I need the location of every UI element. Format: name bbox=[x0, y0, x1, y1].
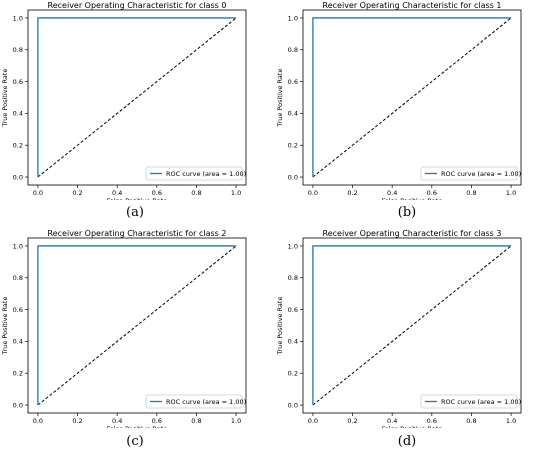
chart-title: Receiver Operating Characteristic for cl… bbox=[323, 1, 502, 10]
x-tick-label: 0.4 bbox=[112, 417, 122, 425]
legend-label: ROC curve (area = 1.00) bbox=[166, 398, 246, 406]
legend: ROC curve (area = 1.00) bbox=[420, 394, 521, 409]
roc-chart-class-2: Receiver Operating Characteristic for cl… bbox=[1, 229, 247, 428]
legend-box bbox=[420, 166, 518, 181]
diagonal-reference-line bbox=[312, 245, 512, 406]
y-tick-label: 0.6 bbox=[13, 306, 23, 314]
roc-chart-class-1: Receiver Operating Characteristic for cl… bbox=[276, 1, 522, 200]
x-tick-label: 0.0 bbox=[308, 417, 318, 425]
x-tick-label: 0.0 bbox=[308, 189, 318, 197]
x-tick-label: 0.8 bbox=[466, 417, 476, 425]
legend-label: ROC curve (area = 1.00) bbox=[441, 398, 521, 406]
x-tick-label: 0.2 bbox=[72, 417, 82, 425]
x-tick-label: 0.4 bbox=[387, 417, 397, 425]
legend-box bbox=[145, 166, 243, 181]
y-axis-label: True Positive Rate bbox=[1, 69, 9, 128]
y-tick-label: 0.2 bbox=[13, 370, 23, 378]
x-tick-label: 1.0 bbox=[231, 189, 241, 197]
x-tick-label: 0.8 bbox=[466, 189, 476, 197]
panel-caption-d: (d) bbox=[397, 434, 417, 449]
y-tick-label: 0.8 bbox=[13, 46, 23, 54]
y-axis-label: True Positive Rate bbox=[276, 69, 284, 128]
y-tick-label: 0.4 bbox=[288, 338, 298, 346]
legend-label: ROC curve (area = 1.00) bbox=[441, 170, 521, 178]
y-tick-label: 0.6 bbox=[288, 306, 298, 314]
x-tick-label: 0.6 bbox=[427, 417, 437, 425]
x-tick-label: 0.2 bbox=[347, 189, 357, 197]
axes-frame bbox=[27, 237, 247, 414]
chart-title: Receiver Operating Characteristic for cl… bbox=[48, 1, 227, 10]
x-tick-label: 0.2 bbox=[347, 417, 357, 425]
x-axis-label: False Positive Rate bbox=[382, 425, 442, 428]
x-tick-label: 0.6 bbox=[152, 189, 162, 197]
panel-caption-c: (c) bbox=[126, 434, 144, 449]
x-tick-label: 0.4 bbox=[387, 189, 397, 197]
roc-curve-line bbox=[312, 17, 512, 178]
axes-frame bbox=[302, 9, 522, 186]
y-tick-label: 1.0 bbox=[13, 242, 23, 250]
x-axis-label: False Positive Rate bbox=[107, 197, 167, 200]
roc-curve-line bbox=[37, 17, 237, 178]
x-tick-label: 0.6 bbox=[427, 189, 437, 197]
axes-frame bbox=[27, 9, 247, 186]
diagonal-reference-line bbox=[37, 17, 237, 178]
y-tick-label: 0.4 bbox=[13, 110, 23, 118]
chart-title: Receiver Operating Characteristic for cl… bbox=[323, 229, 502, 238]
y-tick-label: 0.0 bbox=[13, 173, 23, 181]
y-tick-label: 0.6 bbox=[13, 78, 23, 86]
y-axis-label: True Positive Rate bbox=[276, 297, 284, 356]
legend-label: ROC curve (area = 1.00) bbox=[166, 170, 246, 178]
y-tick-label: 0.2 bbox=[288, 142, 298, 150]
y-tick-label: 0.4 bbox=[288, 110, 298, 118]
y-tick-label: 1.0 bbox=[13, 14, 23, 22]
diagonal-reference-line bbox=[37, 245, 237, 406]
y-tick-label: 0.0 bbox=[288, 401, 298, 409]
y-tick-label: 0.2 bbox=[13, 142, 23, 150]
x-tick-label: 0.8 bbox=[191, 189, 201, 197]
y-axis-label: True Positive Rate bbox=[1, 297, 9, 356]
chart-title: Receiver Operating Characteristic for cl… bbox=[48, 229, 227, 238]
legend: ROC curve (area = 1.00) bbox=[145, 166, 246, 181]
y-tick-label: 1.0 bbox=[288, 242, 298, 250]
axes-frame bbox=[302, 237, 522, 414]
x-axis-label: False Positive Rate bbox=[107, 425, 167, 428]
y-tick-label: 1.0 bbox=[288, 14, 298, 22]
x-tick-label: 1.0 bbox=[231, 417, 241, 425]
diagonal-reference-line bbox=[312, 17, 512, 178]
roc-curve-line bbox=[37, 245, 237, 406]
y-tick-label: 0.2 bbox=[288, 370, 298, 378]
y-tick-label: 0.4 bbox=[13, 338, 23, 346]
x-tick-label: 0.0 bbox=[33, 417, 43, 425]
y-tick-label: 0.0 bbox=[13, 401, 23, 409]
roc-chart-class-0: Receiver Operating Characteristic for cl… bbox=[1, 1, 247, 200]
roc-curve-line bbox=[312, 245, 512, 406]
x-tick-label: 1.0 bbox=[506, 417, 516, 425]
x-tick-label: 0.2 bbox=[72, 189, 82, 197]
y-tick-label: 0.6 bbox=[288, 78, 298, 86]
roc-chart-class-3: Receiver Operating Characteristic for cl… bbox=[276, 229, 522, 428]
legend-box bbox=[145, 394, 243, 409]
y-tick-label: 0.8 bbox=[288, 46, 298, 54]
y-tick-label: 0.8 bbox=[288, 274, 298, 282]
legend: ROC curve (area = 1.00) bbox=[145, 394, 246, 409]
legend-box bbox=[420, 394, 518, 409]
y-tick-label: 0.8 bbox=[13, 274, 23, 282]
x-tick-label: 0.4 bbox=[112, 189, 122, 197]
x-tick-label: 0.6 bbox=[152, 417, 162, 425]
x-axis-label: False Positive Rate bbox=[382, 197, 442, 200]
x-tick-label: 1.0 bbox=[506, 189, 516, 197]
y-tick-label: 0.0 bbox=[288, 173, 298, 181]
x-tick-label: 0.8 bbox=[191, 417, 201, 425]
legend: ROC curve (area = 1.00) bbox=[420, 166, 521, 181]
panel-caption-a: (a) bbox=[126, 205, 144, 220]
x-tick-label: 0.0 bbox=[33, 189, 43, 197]
panel-caption-b: (b) bbox=[397, 205, 417, 220]
